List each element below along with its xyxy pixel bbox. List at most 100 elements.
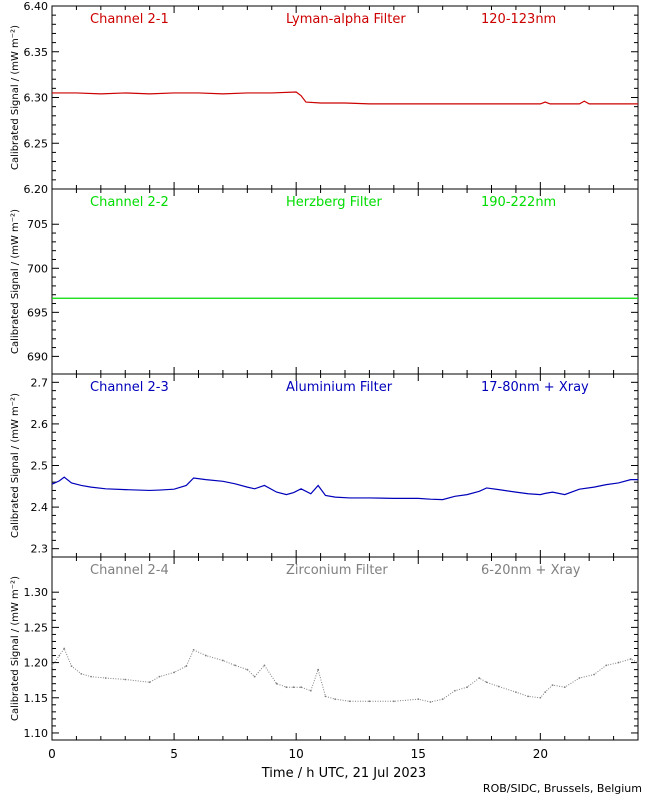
x-axis-title: Time / h UTC, 21 Jul 2023 [261,766,426,781]
panel-4-ytick-label: 1.25 [24,621,49,634]
panel-3-ytick-label: 2.5 [31,460,49,473]
panel-4-data-point [485,681,488,684]
panel-4-data-point [58,654,61,657]
panel-4-series-trace [51,647,639,703]
panel-4-band-label: 6-20nm + Xray [481,563,581,578]
panel-1-series-line [52,91,638,105]
panel-4-data-point [173,671,175,674]
panel-4-data-point [453,689,456,692]
panel-1-ylabel: Calibrated Signal / (mW m⁻²) [10,25,21,170]
panel-2-frame [51,188,639,375]
panel-4-data-point [275,682,278,685]
panel-4-data-point [317,668,320,671]
panel-1-frame [51,5,639,190]
panel-2: 690 695 700 705 Calibrated Signal / (mW m⁻²)… [10,188,639,375]
panel-4-data-point [441,698,444,701]
panel-4-ytick-label: 1.20 [24,657,49,670]
panel-2-ytick-label: 700 [27,262,48,275]
panel-2-band-label: 190-222nm [481,195,556,210]
panel-4-data-point [51,665,53,667]
panel-4-data-point [309,689,312,692]
panel-3-ytick-label: 2.6 [31,418,49,431]
panel-1-band-label: 120-123nm [481,12,556,27]
panel-4-data-point [246,668,249,671]
panel-2-ytick-label: 705 [27,218,48,231]
panel-3-band-label: 17-80nm + Xray [481,380,589,395]
panel-2-ylabel: Calibrated Signal / (mW m⁻²) [10,209,21,354]
panel-4-data-point [222,659,224,662]
panel-4-data-point [368,700,371,703]
panel-4-data-point [63,647,66,650]
panel-3-filter-label: Aluminium Filter [286,380,393,395]
panel-4-ytick-label: 1.15 [24,692,49,705]
panel-4-data-point [478,677,481,679]
panel-4-data-point [70,665,73,667]
panel-3-series-line [51,476,638,501]
panel-3-ytick-label: 2.3 [31,543,49,556]
panel-4-data-point [563,686,566,689]
panel-4-data-point [551,684,554,686]
panel-3-ylabel: Calibrated Signal / (mW m⁻²) [10,393,21,538]
x-tick-label: 0 [48,747,56,761]
x-tick-label: 5 [170,747,178,761]
x-tick-label: 20 [533,747,548,761]
panel-4-data-point [544,691,547,694]
panel-4-data-point [637,661,639,664]
panel-1-filter-label: Lyman-alpha Filter [286,12,406,27]
panel-4-ylabel: Calibrated Signal / (mW m⁻²) [10,576,21,721]
panel-4-data-point [605,664,608,667]
panel-4-data-point [158,675,161,678]
panel-4-data-point [124,678,127,681]
panel-1: 6.20 6.25 6.30 6.35 6.40 Calibrated Signal / … [10,0,639,196]
panel-1-ytick-label: 6.35 [24,46,49,59]
panel-1-ytick-label: 6.20 [24,183,49,196]
panel-3-ytick-label: 2.7 [31,376,49,389]
panel-3-ytick-label: 2.4 [31,501,49,514]
panel-3-frame [51,373,639,558]
panel-4-data-point [104,677,107,679]
panel-4-frame [51,556,639,741]
panel-4-data-point [417,698,420,701]
panel-4-data-point [617,661,620,664]
panel-1-ytick-label: 6.25 [24,137,49,150]
panel-4-data-point [515,691,517,694]
panel-2-ytick-label: 695 [27,306,48,319]
panel-4-data-point [292,686,295,689]
x-axis: 0 5 10 15 20 [48,747,548,761]
panel-1-channel-label: Channel 2-1 [90,12,169,27]
panel-4-data-point [234,664,237,667]
panel-4-data-point [185,665,188,667]
panel-1-ytick-label: 6.40 [24,0,49,13]
panels: 6.20 6.25 6.30 6.35 6.40 Calibrated Signal / … [10,0,639,741]
panel-4-data-point [148,681,151,684]
panel-4-data-point [348,700,351,703]
panel-2-ytick-label: 690 [27,350,48,363]
panel-4-data-point [497,685,500,688]
credit-text: ROB/SIDC, Brussels, Belgium [483,782,642,795]
panel-4-data-point [593,673,595,676]
panel-4-data-point [204,654,207,657]
panel-3: 2.3 2.4 2.5 2.6 2.7 Calibrated Signal / (mW m… [10,373,639,558]
panel-4-data-point [263,664,266,667]
panel-4-data-point [466,686,468,689]
panel-4-data-point [285,686,288,689]
panel-3-channel-label: Channel 2-3 [90,380,169,395]
panel-4-data-point [192,649,195,651]
panel-4-data-point [629,658,632,660]
panel-4-data-point [429,701,432,703]
panel-4-data-point [80,672,83,675]
panel-4-ytick-label: 1.10 [24,727,49,740]
x-tick-label: 15 [411,747,426,761]
panel-4-data-point [527,695,530,698]
panel-4-data-point [334,698,337,701]
panel-4-data-point [392,700,395,703]
x-tick-label: 10 [289,747,304,761]
panel-4-data-point [300,686,302,689]
panel-4-channel-label: Channel 2-4 [90,563,169,578]
panel-2-filter-label: Herzberg Filter [286,195,383,210]
panel-1-ytick-label: 6.30 [24,92,49,105]
panel-2-channel-label: Channel 2-2 [90,195,169,210]
panel-4-data-point [324,695,327,698]
panel-4-data-point [253,675,256,678]
